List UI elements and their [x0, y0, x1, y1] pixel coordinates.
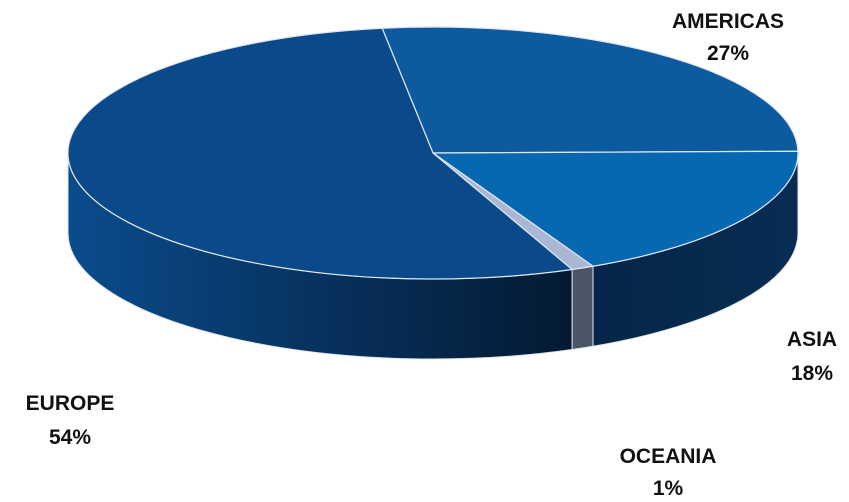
- data-labels: AMERICAS 27% ASIA 18% OCEANIA 1% EUROPE …: [26, 10, 837, 500]
- label-asia-name: ASIA: [787, 328, 837, 351]
- pie-slices: [67, 26, 799, 280]
- label-europe-name: EUROPE: [26, 392, 115, 415]
- pie-slice-asia: [431, 150, 799, 267]
- pie-side-oceania: [571, 265, 594, 351]
- label-americas-name: AMERICAS: [672, 10, 784, 33]
- label-europe-value: 54%: [49, 426, 91, 449]
- pie-slice-americas: [381, 26, 799, 154]
- label-oceania-value: 1%: [653, 477, 684, 500]
- label-oceania-name: OCEANIA: [620, 445, 717, 468]
- pie-slice-europe: [67, 27, 574, 280]
- label-americas-value: 27%: [707, 42, 749, 65]
- label-asia-value: 18%: [791, 362, 833, 385]
